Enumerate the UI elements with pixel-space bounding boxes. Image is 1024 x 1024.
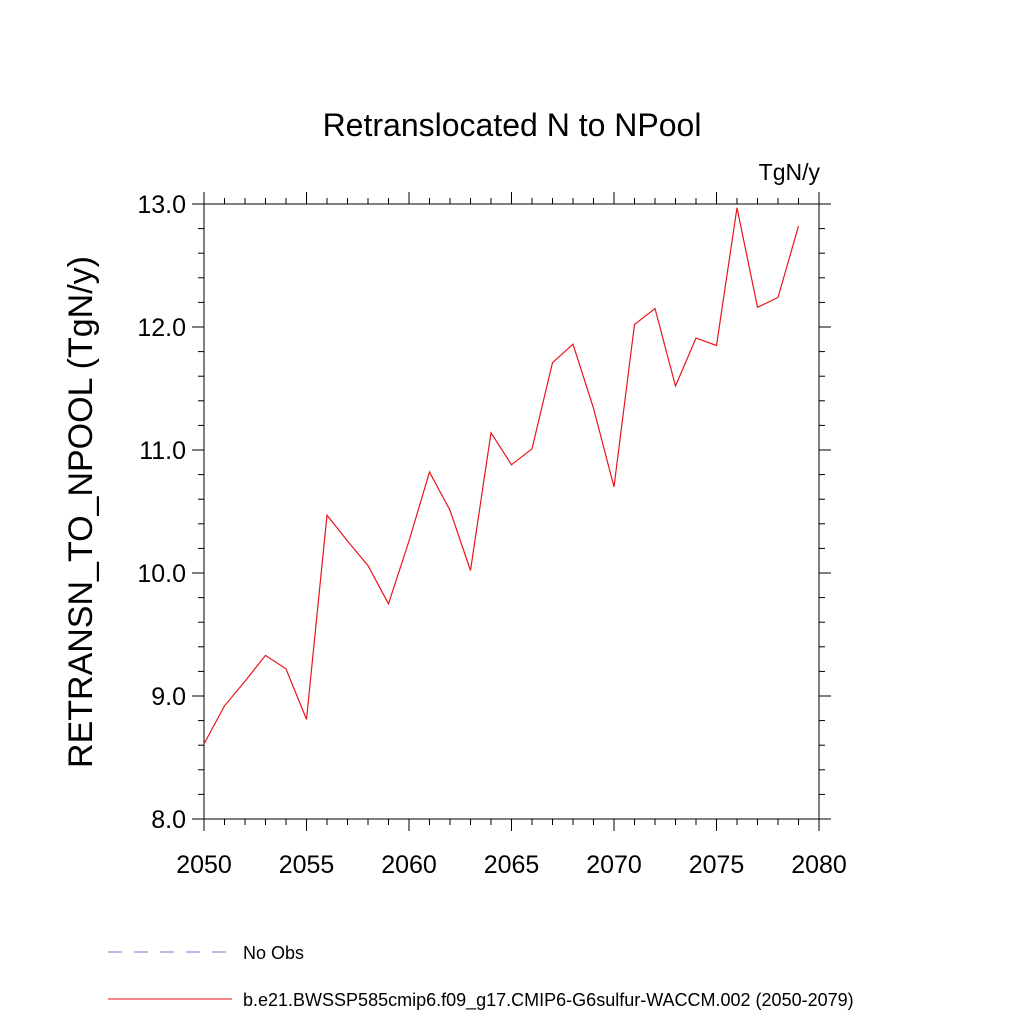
y-tick-label: 8.0 (151, 806, 186, 834)
x-tick-label: 2080 (791, 851, 847, 879)
y-tick-label: 10.0 (137, 560, 186, 588)
y-tick-label: 9.0 (151, 683, 186, 711)
series-line-0 (203, 207, 800, 745)
y-tick-label: 13.0 (137, 191, 186, 219)
y-axis-label: RETRANSN_TO_NPOOL (TgN/y) (62, 256, 100, 768)
chart-title: Retranslocated N to NPool (323, 107, 702, 143)
plot-frame (203, 203, 820, 820)
units-label: TgN/y (759, 159, 821, 185)
x-tick-label: 2075 (689, 851, 745, 879)
x-tick-label: 2060 (381, 851, 437, 879)
axis-ticks: 2050 2055 2060 2065 2070 2075 2080 8.0 9.0 10.0 11… (137, 191, 846, 879)
legend: No Obs b.e21.BWSSP585cmip6.f09_g17.CMIP6-… (108, 943, 854, 1011)
x-tick-label: 2055 (279, 851, 335, 879)
x-tick-label: 2065 (484, 851, 540, 879)
legend-label-0: No Obs (243, 943, 304, 963)
y-tick-label: 11.0 (139, 437, 186, 465)
y-tick-label: 12.0 (137, 314, 186, 342)
legend-label-1: b.e21.BWSSP585cmip6.f09_g17.CMIP6-G6sulf… (243, 990, 854, 1011)
x-tick-label: 2050 (176, 851, 232, 879)
x-tick-label: 2070 (586, 851, 642, 879)
series-layer (203, 207, 800, 745)
